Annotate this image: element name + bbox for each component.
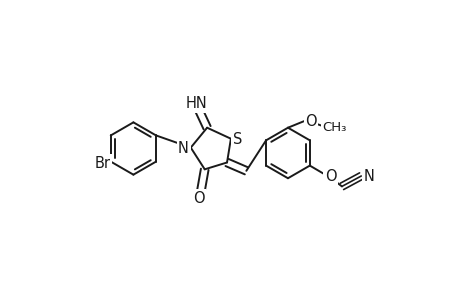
- Text: N: N: [363, 169, 374, 184]
- Text: O: O: [304, 114, 316, 129]
- Text: O: O: [193, 191, 204, 206]
- Text: HN: HN: [185, 96, 207, 111]
- Text: S: S: [232, 132, 241, 147]
- Text: O: O: [324, 169, 336, 184]
- Text: CH₃: CH₃: [322, 121, 347, 134]
- Text: N: N: [178, 141, 189, 156]
- Text: Br: Br: [94, 156, 110, 171]
